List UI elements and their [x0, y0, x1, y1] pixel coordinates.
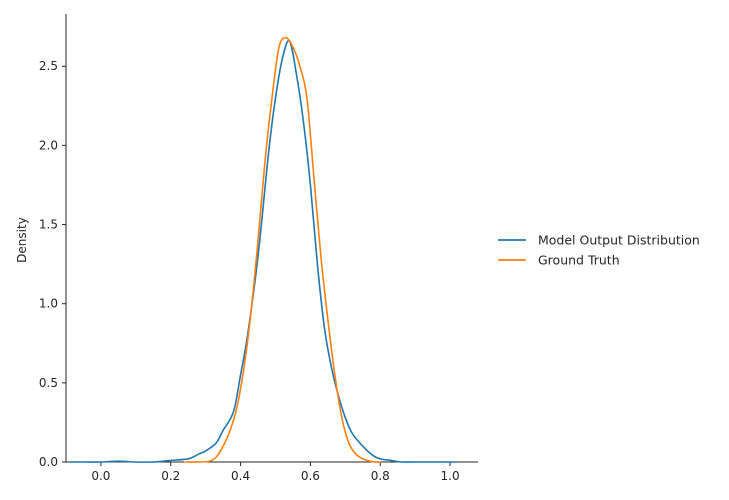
- legend-label: Model Output Distribution: [538, 233, 700, 248]
- x-tick-label: 0.8: [371, 469, 390, 483]
- y-axis-label: Density: [15, 217, 29, 263]
- x-tick-label: 0.2: [161, 469, 180, 483]
- y-ticks: 0.0 0.5 1.0 1.5 2.0 2.5: [39, 59, 66, 469]
- axes: [65, 14, 478, 463]
- y-tick-label: 0.0: [39, 455, 58, 469]
- y-tick-label: 1.5: [39, 218, 58, 232]
- y-tick-label: 2.0: [39, 138, 58, 152]
- x-tick-label: 0.6: [301, 469, 320, 483]
- legend-label: Ground Truth: [538, 253, 620, 268]
- y-tick-label: 1.0: [39, 297, 58, 311]
- y-tick-label: 0.5: [39, 376, 58, 390]
- plot-lines: [68, 36, 458, 463]
- y-tick-label: 2.5: [39, 59, 58, 73]
- legend: Model Output Distribution Ground Truth: [498, 233, 700, 268]
- series-line: [68, 39, 458, 463]
- series-line: [183, 36, 382, 463]
- x-tick-label: 0.4: [231, 469, 250, 483]
- x-tick-label: 1.0: [441, 469, 460, 483]
- x-ticks: 0.0 0.2 0.4 0.6 0.8 1.0: [91, 462, 460, 483]
- x-tick-label: 0.0: [91, 469, 110, 483]
